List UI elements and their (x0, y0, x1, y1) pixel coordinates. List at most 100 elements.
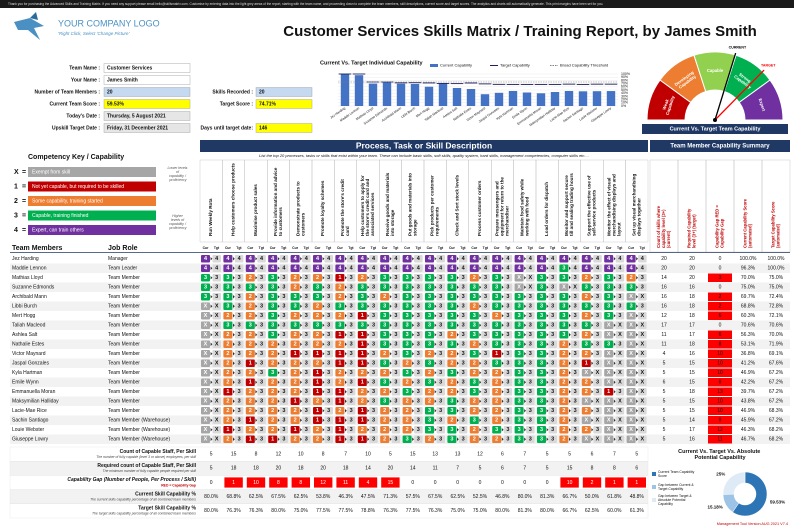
cur-cell (290, 293, 300, 301)
cur-value: 2 (271, 351, 274, 357)
arrow (367, 294, 370, 299)
cur-cell (402, 426, 412, 434)
tgt-value: X (215, 361, 219, 367)
tgt-value: 3 (417, 399, 420, 405)
arrow (591, 323, 594, 328)
cur-value: 1 (271, 437, 274, 443)
arrow (277, 418, 280, 423)
tgt-value: X (618, 380, 622, 386)
arrow (524, 389, 526, 394)
arrow (569, 399, 571, 404)
tgt-value: X (215, 399, 219, 405)
cur-value: 4 (271, 266, 275, 272)
tgt-value: 3 (327, 342, 330, 348)
key-swatch (28, 181, 156, 192)
cur-value: 2 (406, 418, 409, 424)
cur-cell (626, 312, 636, 320)
tgt-label: Tgt (393, 246, 399, 250)
gap-cell (708, 397, 732, 406)
tgt-cell (548, 350, 557, 358)
tgt-value: 3 (372, 389, 375, 395)
arrow (412, 351, 414, 356)
arrow (255, 275, 258, 280)
member-name: Nathalie Estes (12, 342, 45, 348)
totals-value: 11 (433, 466, 438, 472)
arrow (255, 323, 258, 328)
totals-value: 5 (210, 466, 213, 472)
tgt-value: 4 (417, 256, 421, 262)
cur-value: 2 (450, 380, 453, 386)
cur-value: 3 (473, 313, 476, 319)
arrow (277, 389, 280, 394)
arrow (300, 294, 302, 299)
cur-cell (604, 293, 614, 301)
tgt-value: 3 (350, 427, 353, 433)
totals-value: 8 (613, 466, 616, 472)
member-role: Team Member (108, 304, 140, 310)
cur-cell (223, 388, 233, 396)
cur-cell (537, 312, 546, 320)
cur-cell (492, 359, 502, 367)
tgt-cell (615, 416, 625, 424)
arrow (636, 370, 638, 375)
summary-value: 96.3% (741, 266, 756, 272)
cur-value: 4 (406, 256, 410, 262)
gap-cell (336, 477, 355, 488)
cur-value: 3 (495, 294, 498, 300)
cur-cell (425, 407, 434, 415)
cur-value: 2 (473, 370, 476, 376)
cur-cell (290, 397, 300, 405)
info-box (255, 123, 313, 133)
cur-cell (268, 331, 278, 339)
member-role: Team Member (108, 342, 140, 348)
tgt-value: 3 (394, 304, 397, 310)
skill-name: Maintain food safety while working with … (520, 178, 530, 237)
summary-value: 3 (719, 275, 722, 281)
totals-value: 61.3% (630, 508, 645, 514)
cur-value: 1 (226, 389, 229, 395)
cur-value: 2 (585, 351, 588, 357)
key-note: Lower levels of capability / proficiency (168, 166, 189, 182)
totals-value: 7 (613, 451, 616, 457)
cur-value: 1 (249, 418, 252, 424)
cur-cell (537, 350, 546, 358)
cur-cell (380, 397, 390, 405)
tgt-value: X (618, 427, 622, 433)
tgt-value: 3 (439, 351, 442, 357)
arrow (412, 418, 414, 423)
cur-value: 1 (316, 380, 319, 386)
tgt-cell (481, 321, 490, 329)
cur-value: 3 (630, 304, 633, 310)
tgt-value: 3 (372, 361, 375, 367)
tgt-value: 3 (417, 323, 420, 329)
tgt-cell (638, 321, 647, 329)
arrow (434, 266, 437, 271)
summary-value: 2 (719, 304, 722, 310)
cur-value: 4 (294, 256, 298, 262)
cur-cell (447, 340, 457, 348)
arrow (300, 342, 302, 347)
cur-value: 3 (518, 313, 521, 319)
tgt-value: 3 (394, 370, 397, 376)
cur-cell (492, 264, 502, 272)
tgt-value: 3 (439, 389, 442, 395)
cur-value: 2 (271, 389, 274, 395)
tgt-cell (481, 283, 490, 291)
arrow (367, 323, 370, 328)
arrow (613, 361, 616, 366)
arrow (300, 418, 302, 423)
cur-value: 3 (204, 285, 207, 291)
tgt-value: X (215, 351, 219, 357)
arrow (613, 256, 616, 261)
cur-value: 2 (562, 389, 565, 395)
cur-value: 1 (361, 418, 364, 424)
cur-value: 3 (271, 285, 274, 291)
cur-value: 3 (428, 323, 431, 329)
cur-value: 2 (294, 285, 297, 291)
arrow (479, 275, 482, 280)
cur-value: X (629, 437, 633, 443)
cur-value: 3 (630, 285, 633, 291)
arrow (322, 332, 325, 337)
tgt-value: X (618, 370, 622, 376)
arrow (457, 380, 459, 385)
